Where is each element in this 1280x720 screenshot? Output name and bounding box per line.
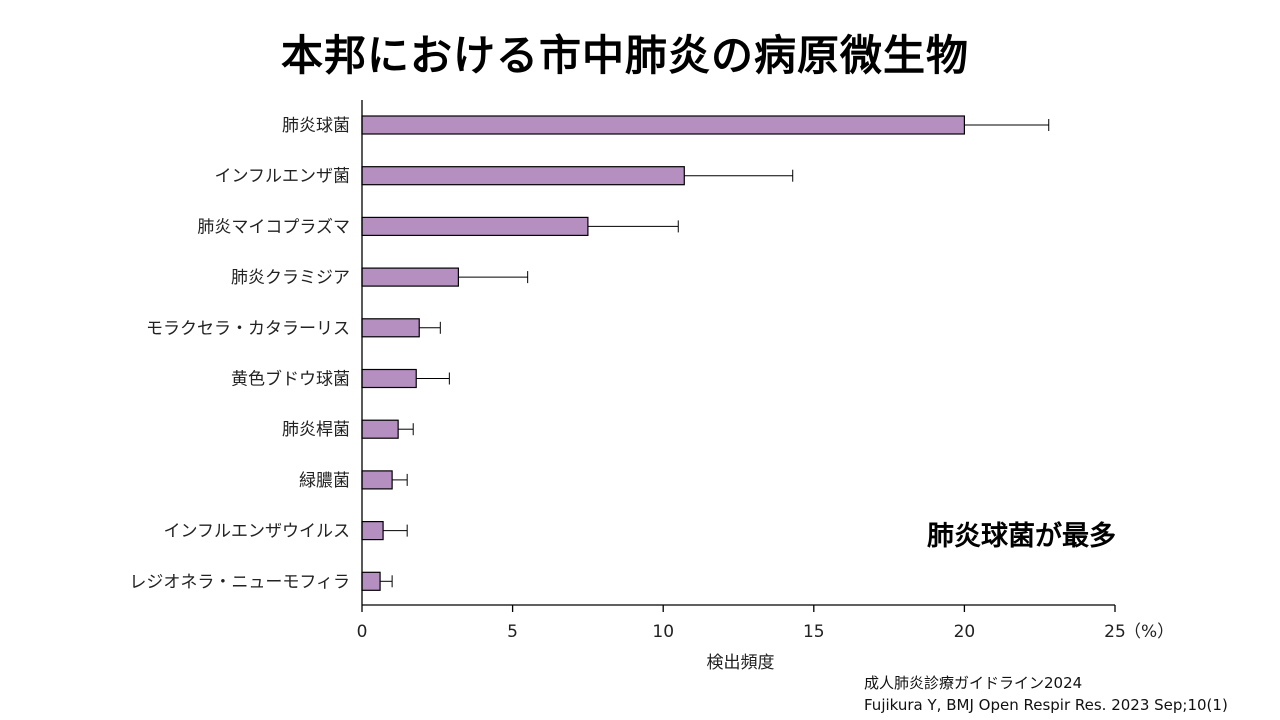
- bar: [361, 520, 384, 541]
- category-label: 肺炎クラミジア: [231, 268, 350, 288]
- source-citation: 成人肺炎診療ガイドライン2024 Fujikura Y, BMJ Open Re…: [864, 672, 1228, 716]
- bar: [361, 166, 685, 186]
- x-axis-title: 検出頻度: [707, 653, 775, 673]
- x-unit-label: （%）: [1124, 622, 1174, 642]
- bar: [361, 470, 393, 490]
- callout-text: 肺炎球菌が最多: [927, 521, 1116, 552]
- category-label: インフルエンザ菌: [215, 167, 351, 187]
- x-tick-label: 25: [1104, 622, 1126, 642]
- bar: [361, 368, 417, 389]
- source-line-2: Fujikura Y, BMJ Open Respir Res. 2023 Se…: [864, 696, 1228, 714]
- category-label: 緑膿菌: [299, 471, 350, 491]
- source-line-1: 成人肺炎診療ガイドライン2024: [864, 674, 1083, 692]
- x-tick-label: 20: [954, 622, 976, 642]
- x-tick-label: 5: [507, 622, 518, 642]
- category-label: 黄色ブドウ球菌: [231, 369, 350, 390]
- labels-layer: 肺炎球菌インフルエンザ菌肺炎マイコプラズマ肺炎クラミジアモラクセラ・カタラーリス…: [129, 116, 1174, 673]
- axes-layer: [361, 100, 1116, 612]
- category-label: 肺炎桿菌: [282, 420, 350, 440]
- category-label: 肺炎マイコプラズマ: [197, 217, 350, 237]
- bar: [361, 115, 966, 135]
- bar: [361, 216, 589, 236]
- category-label: インフルエンザウイルス: [164, 522, 351, 542]
- bar: [361, 267, 459, 287]
- bar: [361, 571, 381, 591]
- x-tick-label: 0: [357, 622, 368, 642]
- category-label: 肺炎球菌: [282, 116, 350, 136]
- x-tick-label: 15: [803, 622, 825, 642]
- x-tick-label: 10: [652, 622, 674, 642]
- bar: [361, 318, 420, 338]
- slide-title: 本邦における市中肺炎の病原微生物: [280, 31, 969, 80]
- bars-layer: [361, 115, 1050, 591]
- bar: [361, 419, 399, 439]
- category-label: モラクセラ・カタラーリス: [146, 319, 350, 339]
- category-label: レジオネラ・ニューモフィラ: [129, 572, 350, 592]
